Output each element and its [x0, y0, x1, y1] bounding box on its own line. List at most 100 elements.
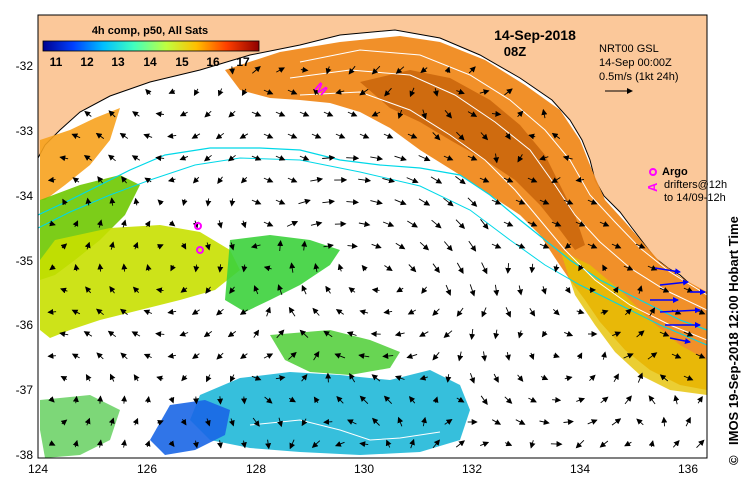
- current-arrow: [168, 440, 175, 447]
- current-arrow: [529, 440, 536, 449]
- current-arrow: [371, 65, 381, 75]
- current-arrow: [251, 199, 262, 205]
- current-arrow: [563, 199, 574, 205]
- current-arrow: [322, 198, 335, 205]
- current-arrow: [611, 418, 622, 426]
- current-arrow: [335, 88, 345, 95]
- current-arrow: [683, 375, 694, 381]
- current-arrow: [359, 133, 370, 139]
- current-arrow: [251, 375, 262, 381]
- current-arrow: [599, 221, 610, 227]
- current-arrow: [205, 198, 212, 207]
- current-arrow: [491, 243, 502, 249]
- current-arrow: [418, 198, 431, 206]
- current-arrow: [637, 372, 643, 383]
- y-tick-label: -36: [16, 318, 34, 332]
- current-arrow: [59, 331, 69, 338]
- current-arrow: [132, 286, 140, 294]
- current-arrow: [529, 307, 536, 317]
- current-arrow: [636, 418, 644, 426]
- current-arrow: [408, 396, 416, 404]
- current-arrow: [636, 330, 645, 338]
- current-arrow: [432, 88, 439, 97]
- x-axis: 124 126 128 130 132 134 136: [28, 462, 698, 476]
- current-arrow: [408, 264, 417, 273]
- current-arrow: [481, 307, 487, 318]
- current-arrow: [394, 375, 405, 381]
- current-arrow: [649, 307, 656, 317]
- current-arrow: [552, 396, 562, 403]
- x-tick-label: 136: [678, 462, 698, 476]
- current-arrow: [275, 111, 286, 117]
- current-arrow: [661, 416, 668, 427]
- current-arrow: [394, 199, 407, 206]
- current-arrow: [313, 88, 320, 96]
- current-arrow: [131, 155, 141, 161]
- current-arrow: [602, 264, 608, 272]
- map-time: 08Z: [504, 44, 526, 59]
- current-arrow: [84, 241, 91, 250]
- current-arrow: [695, 353, 706, 359]
- current-arrow: [407, 220, 418, 228]
- current-arrow: [325, 372, 332, 383]
- current-arrow: [60, 376, 68, 382]
- current-arrow: [419, 241, 430, 251]
- colorbar-tick: 14: [143, 55, 157, 69]
- current-arrow: [710, 68, 715, 73]
- current-arrow: [216, 220, 223, 229]
- current-arrow: [576, 397, 586, 404]
- current-arrow: [84, 110, 92, 117]
- current-arrow: [170, 264, 176, 272]
- current-arrow: [529, 263, 536, 274]
- current-arrow: [397, 416, 404, 427]
- current-arrow: [397, 109, 404, 119]
- current-arrow: [97, 395, 104, 404]
- current-arrow: [564, 242, 572, 249]
- argo-legend: Argo drifters@12h to 14/09-12h: [649, 166, 727, 204]
- current-arrow: [480, 441, 490, 448]
- current-arrow: [181, 198, 188, 206]
- current-arrow: [47, 308, 57, 315]
- isobath-contour: [38, 147, 707, 331]
- current-arrow: [601, 351, 607, 360]
- current-arrow: [192, 440, 199, 449]
- current-arrow: [241, 88, 248, 96]
- y-tick-label: -38: [16, 448, 34, 462]
- current-arrow: [420, 66, 428, 74]
- current-arrow: [288, 396, 296, 403]
- current-arrow: [228, 154, 236, 162]
- current-arrow: [371, 417, 380, 426]
- current-arrow: [217, 88, 224, 97]
- current-arrow: [287, 133, 298, 139]
- current-arrow: [325, 66, 332, 75]
- current-arrow: [228, 418, 235, 427]
- current-arrow: [383, 133, 394, 139]
- current-arrow: [180, 286, 188, 293]
- current-arrow: [575, 221, 586, 227]
- current-arrow: [418, 155, 431, 162]
- colorbar-tick: 13: [111, 55, 125, 69]
- current-arrow: [167, 308, 177, 315]
- current-arrow: [421, 416, 427, 427]
- current-arrow: [575, 176, 585, 183]
- current-arrow: [301, 284, 308, 295]
- current-arrow: [120, 308, 128, 315]
- current-arrow: [576, 308, 585, 315]
- current-arrow: [551, 177, 561, 184]
- current-arrow: [323, 330, 333, 338]
- current-arrow: [696, 439, 705, 449]
- current-arrow: [60, 419, 68, 426]
- current-arrow: [251, 111, 262, 117]
- current-arrow: [192, 176, 200, 184]
- current-arrow: [407, 133, 418, 139]
- current-arrow: [491, 110, 502, 117]
- current-arrow: [109, 285, 116, 294]
- current-arrow: [205, 286, 212, 294]
- current-arrow: [468, 240, 477, 252]
- current-arrow: [263, 133, 274, 139]
- current-arrow: [334, 353, 346, 359]
- current-arrow: [263, 353, 274, 359]
- current-arrow: [456, 307, 464, 317]
- current-arrow: [239, 133, 249, 139]
- drifter-tracks: [650, 267, 706, 344]
